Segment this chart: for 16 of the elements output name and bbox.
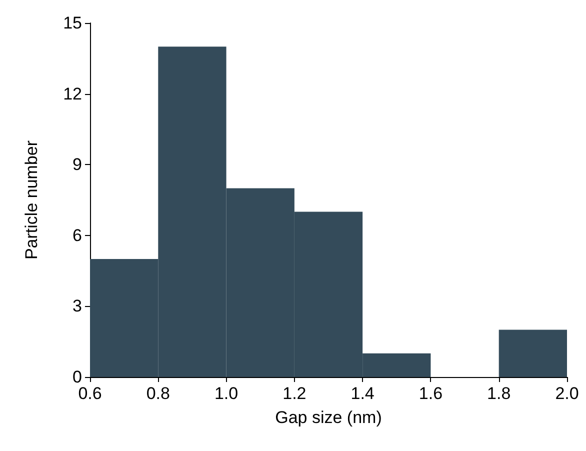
y-axis-title: Particle number (22, 140, 41, 260)
y-tick-label: 9 (72, 155, 82, 174)
x-tick-label: 1.6 (418, 384, 443, 403)
y-tick-label: 0 (72, 368, 82, 386)
y-tick-label: 3 (72, 296, 82, 316)
x-tick-label: 0.6 (78, 384, 102, 403)
x-tick-label: 1.4 (350, 384, 374, 403)
x-axis-title: Gap size (nm) (275, 408, 382, 427)
x-tick-label: 1.0 (214, 384, 238, 403)
x-tick-label: 2.0 (555, 384, 579, 403)
x-tick-label: 0.8 (146, 384, 170, 403)
y-tick-label: 15 (63, 14, 82, 32)
y-tick-label: 6 (72, 226, 82, 245)
y-tick-label: 12 (63, 84, 82, 104)
x-tick-label: 1.8 (487, 384, 511, 403)
x-tick-label: 1.2 (282, 384, 306, 403)
